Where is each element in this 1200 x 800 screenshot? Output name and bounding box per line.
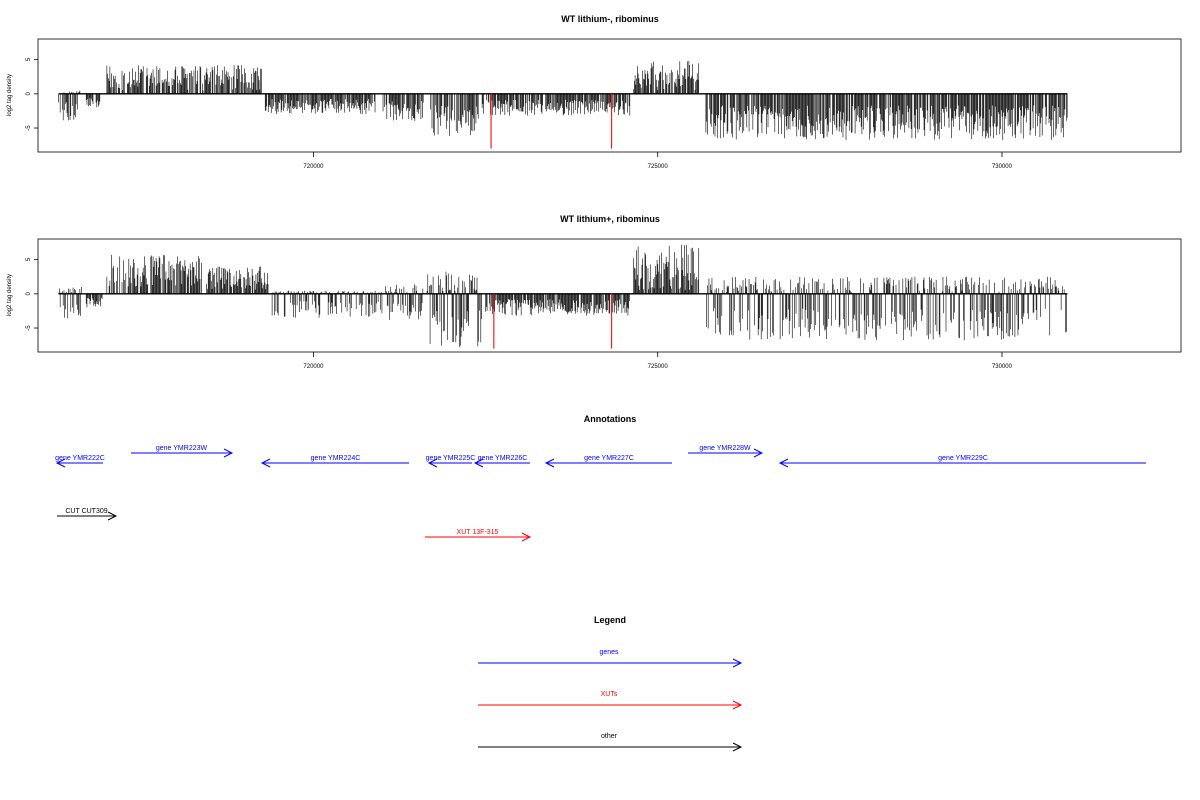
arrow-head (732, 658, 743, 668)
legend-arrow: XUTs (478, 691, 743, 710)
x-tick-label: 720000 (303, 164, 324, 170)
y-tick-label: 0 (26, 291, 32, 295)
x-tick-label: 720000 (303, 364, 324, 370)
panel2-frame (37, 238, 1182, 353)
arrow-head (732, 700, 743, 710)
legend-section: Legend genes XUTs other (478, 615, 743, 752)
annotation-label: gene YMR222C (55, 455, 105, 462)
annotation-label: gene YMR226C (478, 455, 528, 462)
panel2-axes: 720000 725000 730000 -5 0 5 (26, 257, 1013, 370)
arrow-head (223, 448, 234, 458)
panel1-axes: 720000 725000 730000 -5 0 5 (26, 57, 1013, 170)
panel2-title: WT lithium+, ribominus (560, 214, 660, 224)
arrow-head (778, 458, 789, 468)
annotation-label: gene YMR224C (311, 455, 361, 462)
panel2-ylabel: log2 tag density (7, 274, 13, 316)
y-tick-label: 5 (26, 57, 32, 61)
annotation-label: CUT CUT309 (65, 508, 107, 515)
panel1-title: WT lithium-, ribominus (561, 14, 659, 24)
annotation-arrow: gene YMR224C (260, 455, 409, 468)
panel2-bars (58, 244, 1068, 349)
annotation-label: XUT 13F-315 (457, 529, 499, 536)
x-tick-label: 730000 (992, 164, 1013, 170)
annotation-label: gene YMR229C (938, 455, 988, 462)
legend-items: genes XUTs other (478, 649, 743, 752)
arrow-head (521, 532, 532, 542)
panel-lithium-plus: WT lithium+, ribominus log2 tag density … (7, 214, 1182, 370)
panel1-frame (37, 38, 1182, 153)
annotation-arrow: gene YMR229C (778, 455, 1146, 468)
annotation-arrow: XUT 13F-315 (425, 529, 532, 542)
arrow-head (732, 742, 743, 752)
arrow-head (427, 458, 438, 468)
x-tick-label: 730000 (992, 364, 1013, 370)
annotation-arrow: CUT CUT309 (57, 508, 118, 521)
annotation-label: gene YMR228W (699, 445, 751, 452)
arrow-head (55, 458, 66, 468)
annotation-arrow: gene YMR226C (473, 455, 530, 468)
annotation-arrow: gene YMR222C (55, 455, 105, 468)
annotation-label: gene YMR223W (156, 445, 208, 452)
legend-label: genes (599, 649, 619, 656)
annotation-tracks: gene YMR222C gene YMR223W gene YMR224C gene… (55, 445, 1146, 542)
annotation-label: gene YMR225C (426, 455, 476, 462)
y-tick-label: 0 (26, 91, 32, 95)
x-tick-label: 725000 (648, 364, 669, 370)
legend-label: XUTs (601, 691, 618, 698)
arrow-head (107, 511, 118, 521)
annotation-arrow: gene YMR223W (131, 445, 234, 458)
arrow-head (753, 448, 764, 458)
annotation-arrow: gene YMR228W (688, 445, 764, 458)
panel1-ylabel: log2 tag density (7, 74, 13, 116)
legend-arrow: genes (478, 649, 743, 668)
y-tick-label: 5 (26, 257, 32, 261)
y-tick-label: -5 (26, 125, 32, 131)
annotation-arrow: gene YMR225C (426, 455, 476, 468)
y-tick-label: -5 (26, 325, 32, 331)
annotations-title: Annotations (584, 414, 637, 424)
x-tick-label: 725000 (648, 164, 669, 170)
legend-arrow: other (478, 733, 743, 752)
panel1-bars (58, 60, 1068, 149)
arrow-head (473, 458, 484, 468)
annotation-label: gene YMR227C (584, 455, 634, 462)
arrow-head (544, 458, 555, 468)
legend-label: other (601, 733, 618, 740)
annotation-arrow: gene YMR227C (544, 455, 672, 468)
panel-lithium-minus: WT lithium-, ribominus log2 tag density … (7, 14, 1182, 170)
legend-title: Legend (594, 615, 626, 625)
arrow-head (260, 458, 271, 468)
